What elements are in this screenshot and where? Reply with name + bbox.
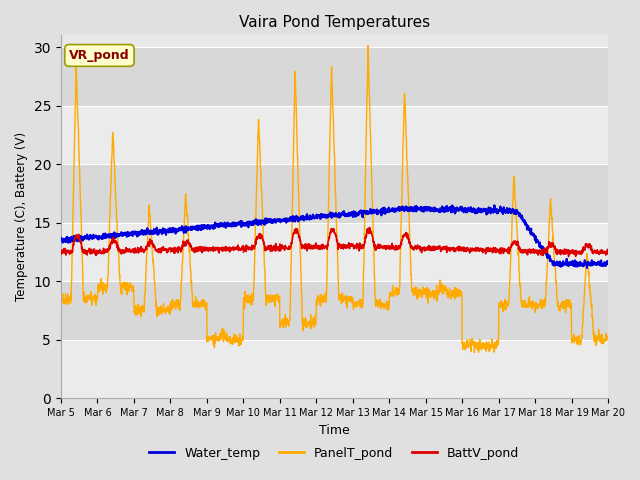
Bar bbox=[61, 340, 608, 398]
Bar bbox=[61, 281, 608, 340]
Legend: Water_temp, PanelT_pond, BattV_pond: Water_temp, PanelT_pond, BattV_pond bbox=[145, 442, 524, 465]
Y-axis label: Temperature (C), Battery (V): Temperature (C), Battery (V) bbox=[15, 132, 28, 301]
Bar bbox=[61, 223, 608, 281]
Title: Vaira Pond Temperatures: Vaira Pond Temperatures bbox=[239, 15, 430, 30]
Bar bbox=[61, 47, 608, 106]
Bar bbox=[61, 164, 608, 223]
Text: VR_pond: VR_pond bbox=[69, 49, 130, 62]
X-axis label: Time: Time bbox=[319, 424, 350, 437]
Bar bbox=[61, 106, 608, 164]
